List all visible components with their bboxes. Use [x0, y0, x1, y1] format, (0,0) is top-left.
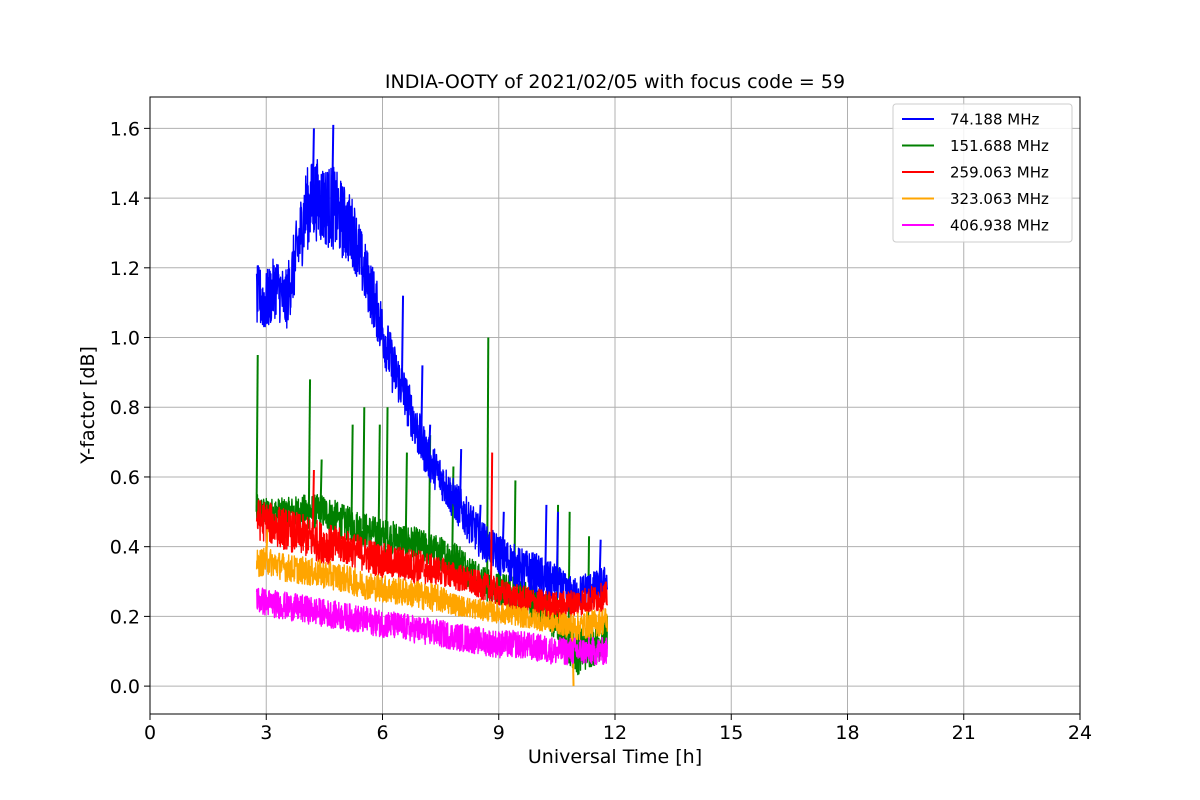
legend-label: 406.938 MHz [950, 217, 1049, 235]
legend-label: 259.063 MHz [950, 164, 1049, 182]
series-line [255, 158, 608, 612]
series-spike [255, 354, 259, 512]
x-tick-label: 15 [719, 722, 743, 744]
plot-area [255, 124, 608, 687]
x-tick-label: 24 [1068, 722, 1092, 744]
y-tick-label: 0.0 [110, 676, 140, 698]
series-spike [598, 539, 602, 587]
series-spike [362, 407, 366, 530]
series-spike [555, 511, 560, 582]
series-spike [428, 424, 432, 459]
x-tick-label: 21 [952, 722, 976, 744]
y-tick-label: 1.4 [110, 188, 140, 210]
series-spike [311, 128, 315, 201]
legend-label: 74.188 MHz [950, 111, 1039, 129]
series-spike [459, 449, 463, 509]
series-spike [377, 424, 381, 535]
y-tick-label: 0.8 [110, 397, 140, 419]
legend: 74.188 MHz 151.688 MHz 259.063 MHz 323.063 … [892, 103, 1073, 243]
series-spike [385, 407, 389, 537]
x-tick-label: 6 [376, 722, 388, 744]
series-spike [501, 511, 505, 557]
x-tick-label: 0 [144, 722, 156, 744]
y-axis-label: Y-factor [dB] [77, 346, 99, 465]
series-spike [544, 504, 548, 581]
series-spike [265, 529, 269, 561]
series-spike [490, 452, 494, 590]
series-spike [319, 459, 323, 512]
series-spike [350, 424, 354, 526]
legend-label: 323.063 MHz [950, 190, 1049, 208]
chart-title: INDIA-OOTY of 2021/02/05 with focus code… [385, 71, 845, 93]
y-tick-label: 0.2 [110, 606, 140, 628]
y-tick-label: 1.0 [110, 328, 140, 350]
x-axis-label: Universal Time [h] [528, 746, 702, 768]
y-axis: 0.0 0.2 0.4 0.6 0.8 1.0 1.2 1.4 1.6 [110, 118, 150, 698]
series-spike [420, 365, 424, 443]
series-spike [331, 124, 335, 208]
series-spike [404, 452, 408, 542]
x-tick-label: 12 [603, 722, 627, 744]
series-spike [311, 469, 315, 540]
series-line [255, 499, 608, 620]
y-tick-label: 1.6 [110, 118, 140, 140]
x-tick-label: 9 [493, 722, 505, 744]
x-tick-label: 3 [260, 722, 272, 744]
y-tick-label: 0.6 [110, 467, 140, 489]
series-line [255, 546, 608, 641]
legend-label: 151.688 MHz [950, 137, 1049, 155]
x-tick-label: 18 [835, 722, 859, 744]
y-tick-label: 0.4 [110, 537, 140, 559]
legend-box [892, 103, 1073, 243]
series-line [255, 587, 608, 666]
series-spike [400, 295, 405, 387]
series-spike [307, 379, 312, 512]
y-tick-label: 1.2 [110, 258, 140, 280]
series-spike [478, 504, 482, 537]
x-axis: 0 3 6 9 12 15 18 21 24 [144, 714, 1092, 744]
